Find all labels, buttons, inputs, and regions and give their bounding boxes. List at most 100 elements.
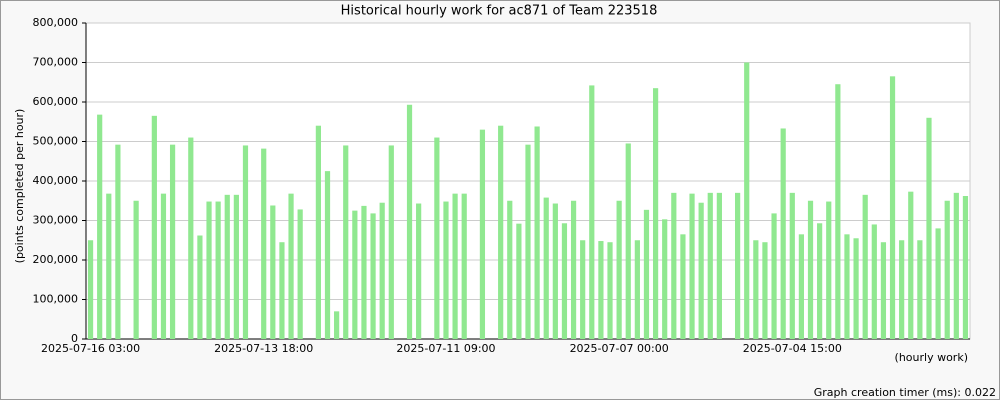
bar (926, 117, 932, 339)
bar (297, 209, 303, 339)
bar (607, 242, 613, 339)
bar (534, 126, 540, 340)
bar (97, 114, 103, 339)
bar (871, 224, 877, 339)
bar (753, 240, 759, 339)
bar (543, 197, 549, 339)
bar (962, 196, 969, 339)
y-tick-label: 700,000 (33, 56, 79, 69)
bar (288, 193, 294, 339)
bar (625, 143, 631, 339)
bar (507, 200, 513, 339)
bar (343, 145, 349, 339)
bar (188, 137, 194, 339)
bar (270, 205, 276, 339)
bar (324, 171, 331, 339)
bar (935, 228, 941, 339)
bar (652, 88, 659, 339)
bar (598, 241, 604, 339)
x-tick-label: 2025-07-13 18:00 (214, 342, 313, 355)
y-tick-label: 200,000 (33, 253, 79, 266)
bar (744, 62, 750, 339)
bar (561, 223, 568, 339)
bar (580, 240, 586, 339)
x-tick-label: 2025-07-07 00:00 (570, 342, 669, 355)
bar (789, 192, 795, 339)
bar (406, 104, 413, 339)
bar (844, 234, 850, 339)
bar (452, 193, 458, 339)
bar (780, 128, 786, 339)
bar (798, 234, 805, 339)
bar (361, 205, 367, 339)
x-tick-label: 2025-07-04 15:00 (743, 342, 842, 355)
bar (616, 200, 622, 339)
bar (379, 202, 385, 339)
bar (87, 240, 94, 339)
bar (169, 144, 176, 339)
bar (516, 223, 522, 339)
bar (889, 76, 896, 339)
bar (261, 148, 267, 339)
bar (853, 238, 859, 339)
bar (570, 200, 577, 339)
bar (151, 115, 157, 339)
bar (899, 240, 905, 339)
bar (735, 192, 741, 339)
x-tick-label: 2025-07-16 03:00 (41, 342, 140, 355)
bar (242, 145, 249, 339)
bar (461, 193, 467, 339)
bar (106, 193, 112, 339)
chart-title: Historical hourly work for ac871 of Team… (341, 4, 658, 19)
bar (479, 129, 486, 339)
x-axis-label: (hourly work) (895, 351, 968, 364)
bar (315, 125, 321, 339)
bar (771, 213, 777, 339)
x-tick-label: 2025-07-11 09:00 (396, 342, 495, 355)
bar (662, 219, 668, 339)
bar (334, 311, 340, 339)
bar (416, 203, 422, 339)
bar (443, 201, 449, 339)
bar (826, 201, 832, 339)
footer-note: Graph creation timer (ms): 0.022 (814, 386, 996, 399)
bar (279, 242, 285, 339)
bar (224, 194, 230, 339)
bar (525, 144, 531, 339)
bar (944, 200, 950, 339)
bar (634, 240, 640, 339)
bar (698, 202, 704, 339)
bar (370, 213, 376, 339)
bar (762, 242, 768, 339)
bar (689, 193, 695, 339)
y-axis-label: (points completed per hour) (13, 109, 26, 264)
bar (680, 234, 686, 339)
bar (953, 192, 959, 339)
y-tick-label: 400,000 (33, 174, 79, 187)
bar (807, 200, 814, 339)
y-tick-label: 0 (71, 332, 78, 345)
y-tick-label: 500,000 (33, 135, 79, 148)
bar (707, 192, 713, 339)
bar (115, 144, 121, 339)
bar (388, 145, 394, 339)
bar (197, 235, 203, 339)
bar (133, 200, 139, 339)
bar (917, 240, 923, 339)
bar (908, 191, 914, 339)
bar (817, 223, 823, 339)
bar (862, 194, 868, 339)
y-tick-label: 100,000 (33, 293, 79, 306)
bar (215, 201, 221, 339)
bar (880, 242, 887, 339)
bar (498, 125, 504, 339)
bar (716, 192, 722, 339)
bar (233, 194, 239, 339)
bar (352, 210, 358, 339)
bar (835, 84, 841, 339)
bar (589, 85, 595, 339)
bar (160, 193, 167, 339)
bar (552, 203, 558, 339)
